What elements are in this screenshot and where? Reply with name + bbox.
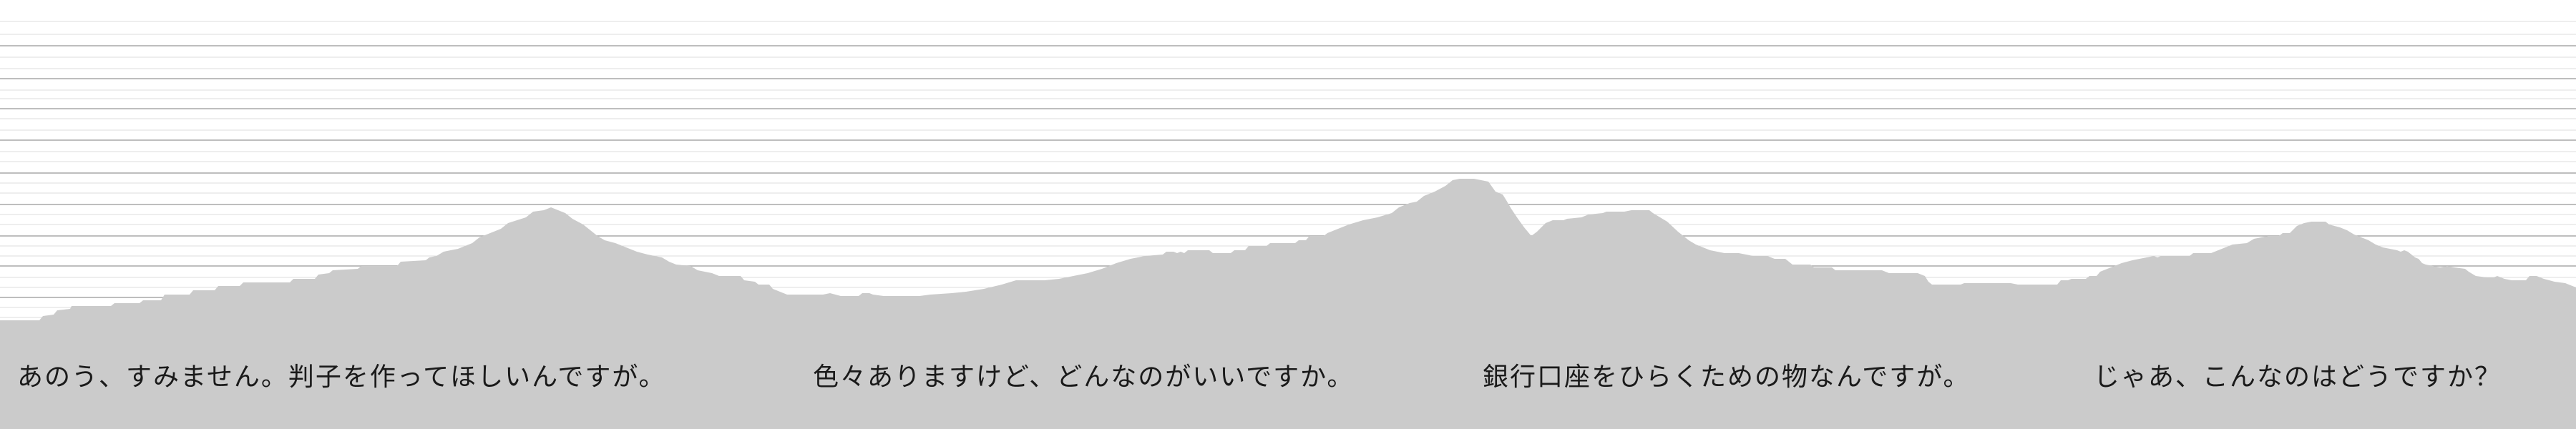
mountain-shape xyxy=(0,179,2576,429)
caption-2: 色々ありますけど、どんなのがいいですか。 xyxy=(813,363,1355,392)
caption-3: 銀行口座をひらくための物なんですが。 xyxy=(1483,363,1971,392)
caption-4: じゃあ、こんなのはどうですか？ xyxy=(2094,363,2502,392)
caption-1: あのう、すみません。判子を作ってほしいんですが。 xyxy=(17,363,666,392)
